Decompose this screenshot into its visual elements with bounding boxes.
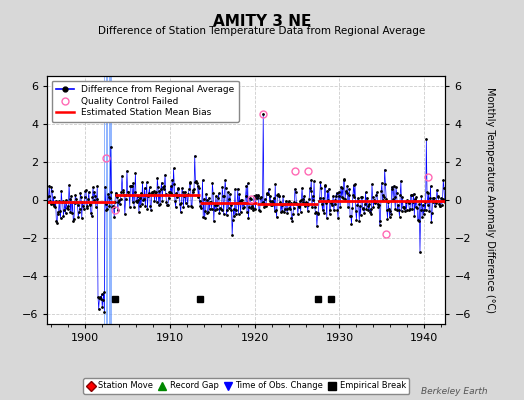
Text: Difference of Station Temperature Data from Regional Average: Difference of Station Temperature Data f… (99, 26, 425, 36)
Legend: Difference from Regional Average, Quality Control Failed, Estimated Station Mean: Difference from Regional Average, Qualit… (52, 80, 239, 122)
Y-axis label: Monthly Temperature Anomaly Difference (°C): Monthly Temperature Anomaly Difference (… (485, 87, 495, 313)
Legend: Station Move, Record Gap, Time of Obs. Change, Empirical Break: Station Move, Record Gap, Time of Obs. C… (83, 378, 409, 394)
Text: Berkeley Earth: Berkeley Earth (421, 387, 487, 396)
Text: AMITY 3 NE: AMITY 3 NE (213, 14, 311, 29)
